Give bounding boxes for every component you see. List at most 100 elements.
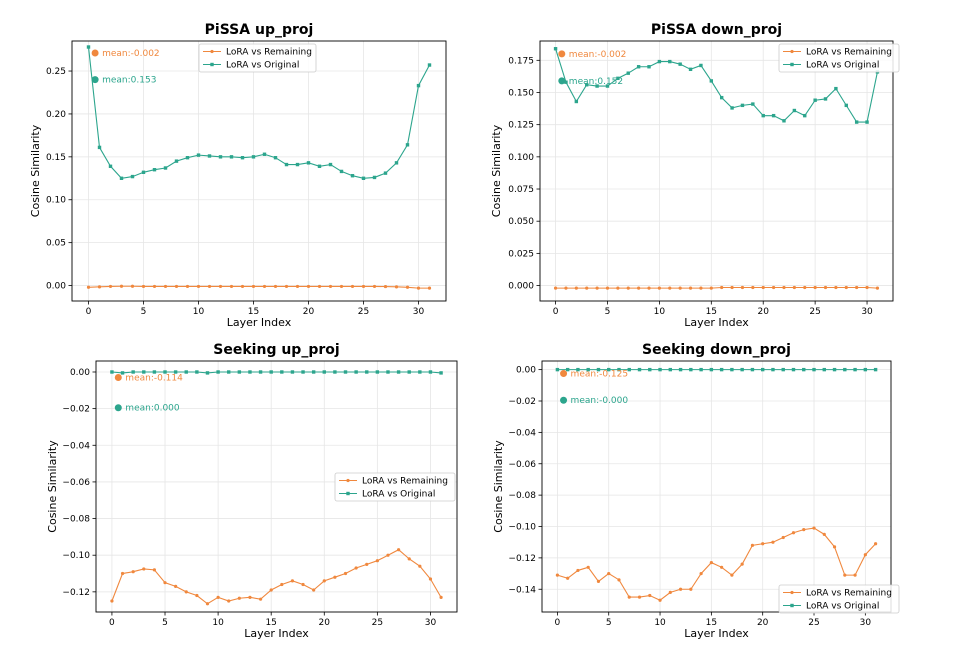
- series-line-original: [555, 48, 878, 123]
- plot-frame: [541, 360, 892, 613]
- y-tick-label: 0.05: [46, 239, 66, 249]
- data-point: [607, 367, 611, 372]
- data-point: [689, 367, 693, 372]
- chart-title: PiSSA up_proj: [205, 22, 314, 38]
- data-point: [576, 568, 580, 573]
- x-tick-label: 30: [413, 307, 425, 317]
- y-tick-label: −0.06: [62, 478, 90, 488]
- mean-annotation: mean:-0.114: [125, 373, 183, 383]
- y-tick-label: −0.12: [62, 588, 90, 598]
- data-point: [595, 84, 599, 88]
- data-point: [174, 159, 179, 163]
- data-point: [865, 285, 869, 290]
- data-point: [802, 367, 806, 372]
- data-point: [834, 285, 838, 290]
- data-point: [365, 370, 369, 374]
- data-point: [227, 599, 231, 603]
- y-tick-label: 0.00: [46, 282, 66, 292]
- data-point: [803, 113, 807, 118]
- data-point: [86, 45, 91, 49]
- data-point: [152, 568, 156, 572]
- data-point: [709, 79, 714, 83]
- data-point: [626, 286, 630, 290]
- data-point: [605, 286, 610, 290]
- data-point: [709, 560, 713, 565]
- data-point: [397, 548, 401, 552]
- data-point: [258, 597, 263, 601]
- data-point: [273, 155, 278, 160]
- data-point: [386, 553, 390, 557]
- data-point: [428, 370, 433, 374]
- y-tick-label: −0.02: [508, 397, 536, 407]
- data-point: [205, 371, 210, 375]
- data-point: [595, 286, 599, 290]
- data-point: [709, 367, 714, 372]
- data-point: [97, 285, 102, 289]
- data-point: [585, 286, 589, 290]
- data-point: [574, 286, 578, 290]
- legend: LoRA vs Remaining LoRA vs Original: [334, 472, 456, 502]
- data-point: [740, 562, 744, 566]
- data-point: [273, 284, 278, 289]
- x-tick-label: 30: [861, 307, 873, 317]
- data-point: [636, 65, 641, 69]
- data-point: [812, 367, 816, 372]
- data-point: [301, 370, 305, 374]
- data-point: [269, 588, 273, 592]
- data-point: [333, 370, 337, 374]
- data-point: [350, 284, 355, 289]
- x-tick-label: 5: [605, 307, 611, 317]
- data-point: [834, 86, 838, 91]
- legend-entry: LoRA vs Original: [362, 490, 435, 500]
- x-tick-label: 20: [757, 618, 769, 628]
- legend-box: [778, 43, 900, 73]
- data-point: [394, 161, 399, 165]
- legend-entry: LoRA vs Remaining: [362, 477, 448, 487]
- y-tick-label: −0.12: [508, 554, 536, 564]
- data-point: [375, 559, 379, 563]
- data-point: [333, 575, 337, 579]
- data-point: [174, 584, 178, 588]
- mean-annotation: mean:-0.002: [102, 49, 160, 59]
- data-point: [699, 367, 703, 372]
- data-point: [306, 284, 311, 289]
- data-point: [657, 286, 661, 290]
- data-point: [248, 595, 252, 599]
- chart-panel-3: 0 5 10 15 20 25 30 0.00 −0.02 −0.04 −0.06 −0.08 −0.1…: [46, 342, 458, 640]
- data-point: [328, 162, 333, 167]
- data-point: [119, 176, 124, 180]
- y-tick-label: −0.04: [508, 428, 536, 438]
- x-tick-label: 25: [808, 618, 819, 628]
- data-point: [280, 582, 284, 587]
- data-point: [699, 286, 703, 290]
- data-point: [251, 155, 256, 159]
- data-point: [812, 526, 816, 530]
- data-point: [365, 562, 369, 566]
- data-point: [317, 164, 322, 168]
- data-point: [407, 370, 411, 374]
- data-point: [855, 285, 859, 290]
- data-point: [269, 370, 273, 374]
- data-point: [750, 543, 755, 547]
- data-point: [196, 153, 201, 157]
- data-point: [647, 286, 651, 290]
- data-point: [205, 602, 210, 606]
- data-point: [354, 566, 358, 570]
- x-tick-label: 15: [706, 307, 717, 317]
- y-tick-label: 0.10: [46, 196, 66, 206]
- data-point: [781, 367, 785, 372]
- data-point: [427, 63, 432, 67]
- data-point: [873, 367, 878, 372]
- data-point: [339, 169, 344, 174]
- x-axis-label: Layer Index: [684, 316, 749, 329]
- x-tick-label: 10: [654, 618, 666, 628]
- data-point: [405, 143, 410, 147]
- data-point: [875, 286, 880, 290]
- data-point: [416, 83, 421, 88]
- chart-panel-1: 0 5 10 15 20 25 30 0.00 0.05 0.10 0.15 0.20 0.25 PiSS…: [29, 22, 447, 329]
- data-point: [863, 367, 868, 372]
- y-tick-label: 0.000: [508, 282, 534, 292]
- data-point: [216, 595, 220, 599]
- x-tick-label: 5: [141, 307, 147, 317]
- legend-swatch-marker: [210, 49, 214, 54]
